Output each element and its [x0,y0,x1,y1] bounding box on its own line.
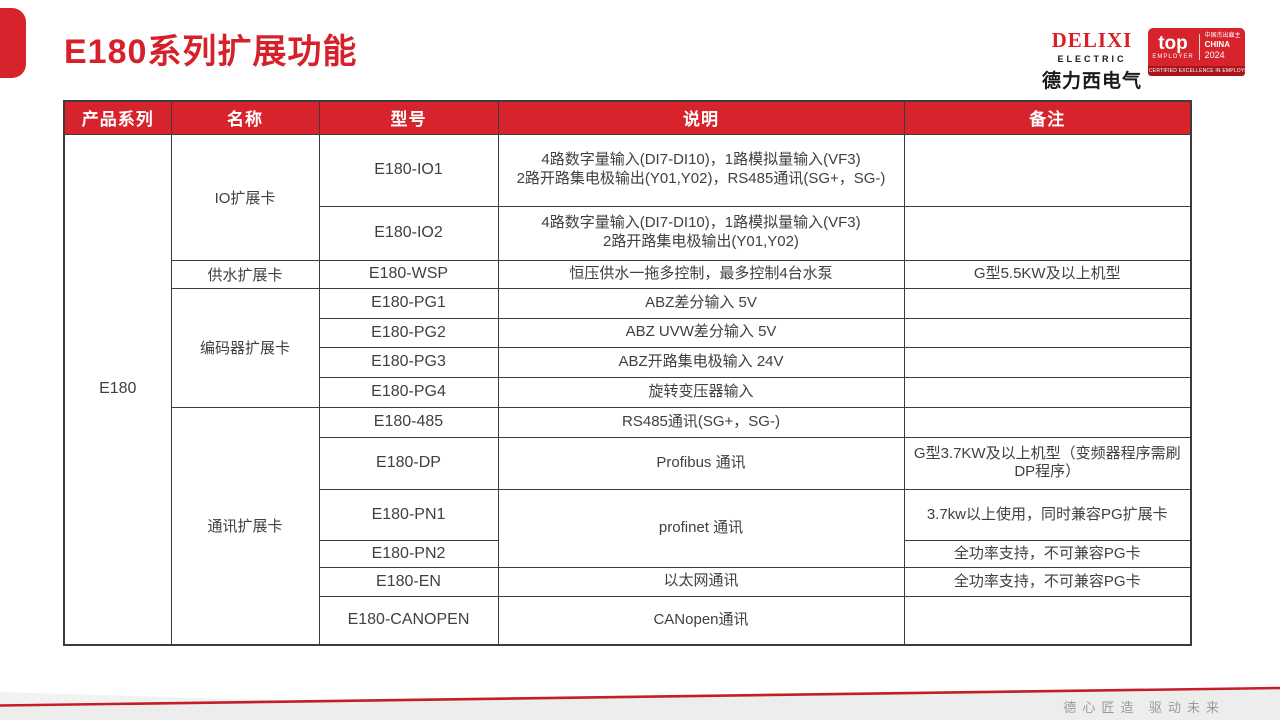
desc-cell: 以太网通讯 [497,566,905,597]
table-row: E180-PN1 profinet 通讯 3.7kw以上使用，同时兼容PG扩展卡 [64,488,1192,568]
desc-cell: ABZ差分输入 5V [497,287,905,319]
model-cell: E180-WSP [318,259,499,289]
desc-cell: RS485通讯(SG+，SG-) [497,406,905,438]
desc-cell: profinet 通讯 [497,488,905,568]
footer-swoosh-graphic [0,686,1280,720]
model-cell: E180-PG3 [318,346,499,378]
top-employer-banner-text: CERTIFIED EXCELLENCE IN EMPLOYEE CONDITI… [1148,66,1245,76]
model-cell: E180-EN [318,566,499,597]
desc-cell: Profibus 通讯 [497,436,905,490]
model-cell: E180-485 [318,406,499,438]
title-accent-bar [0,8,26,78]
desc-cell: ABZ UVW差分输入 5V [497,317,905,348]
table-row: E180-PG2 ABZ UVW差分输入 5V [64,317,1192,348]
desc-cell: 恒压供水一拖多控制，最多控制4台水泵 [497,259,905,289]
header-note: 备注 [903,100,1192,135]
header-product-series: 产品系列 [63,100,172,135]
note-cell [903,205,1192,261]
note-cell: 全功率支持，不可兼容PG卡 [903,539,1192,568]
top-employer-cn-text: 中国杰出雇主 [1204,32,1241,39]
header-model: 型号 [318,100,499,135]
header-name: 名称 [170,100,320,135]
note-cell [903,317,1192,348]
note-cell: G型3.7KW及以上机型（变频器程序需刷DP程序） [903,436,1192,490]
note-cell [903,346,1192,378]
top-employer-top-text: top [1158,33,1188,54]
desc-cell: 旋转变压器输入 [497,376,905,408]
table-row: 供水扩展卡 E180-WSP 恒压供水一拖多控制，最多控制4台水泵 G型5.5K… [64,259,1192,289]
note-cell [903,376,1192,408]
table-row: E180-DP Profibus 通讯 G型3.7KW及以上机型（变频器程序需刷… [64,436,1192,490]
top-employer-badge: top EMPLOYER 中国杰出雇主 CHINA 2024 CERTIFIED… [1148,28,1245,76]
delixi-chinese-name: 德力西电气 [1042,71,1143,92]
top-employer-left: top EMPLOYER [1152,34,1198,60]
desc-cell: 4路数字量输入(DI7-DI10)，1路模拟量输入(VF3) 2路开路集电极输出… [497,205,905,261]
model-cell: E180-DP [318,436,499,490]
note-cell [903,595,1192,646]
top-employer-country-text: CHINA [1204,40,1230,50]
model-cell: E180-IO2 [318,205,499,261]
delixi-logo: DELIXI ELECTRIC 德力西电气 [1042,28,1142,93]
header-description: 说明 [497,100,905,135]
table-row: E180-PG4 旋转变压器输入 [64,376,1192,408]
model-cell: E180-PG4 [318,376,499,408]
series-cell: E180 [63,133,172,646]
header-row: 产品系列 名称 型号 说明 备注 [63,100,1192,135]
group-cell-encoder: 编码器扩展卡 [170,287,320,408]
delixi-wordmark: DELIXI [1051,28,1133,52]
footer-slogan: 德心匠造 驱动未来 [1063,700,1225,715]
desc-cell: ABZ开路集电极输入 24V [497,346,905,378]
model-cell: E180-PG2 [318,317,499,348]
note-cell: 全功率支持，不可兼容PG卡 [903,566,1192,597]
page-title: E180系列扩展功能 [64,33,358,71]
top-employer-badge-main: top EMPLOYER 中国杰出雇主 CHINA 2024 [1148,28,1245,66]
model-cell: E180-IO1 [318,133,499,207]
table-row: E180-CANOPEN CANopen通讯 [64,595,1192,646]
note-cell: G型5.5KW及以上机型 [903,259,1192,289]
note-cell [903,406,1192,438]
top-employer-right: 中国杰出雇主 CHINA 2024 [1200,33,1241,62]
model-cell: E180-PN2 [318,539,499,568]
spec-table: 产品系列 名称 型号 说明 备注 E180 IO扩展卡 E180-IO1 4路数… [63,100,1192,646]
table-row: 通讯扩展卡 E180-485 RS485通讯(SG+，SG-) [64,406,1192,646]
badge-divider [1198,34,1200,60]
desc-cell: CANopen通讯 [497,595,905,646]
table-row: 编码器扩展卡 E180-PG1 ABZ差分输入 5V [64,287,1192,408]
top-employer-employer-text: EMPLOYER [1152,54,1194,60]
model-cell: E180-CANOPEN [318,595,499,646]
group-cell-water: 供水扩展卡 [170,259,320,289]
table-row: E180-PN2 全功率支持，不可兼容PG卡 [64,539,1192,568]
delixi-electric-label: ELECTRIC [1057,54,1127,64]
model-cell: E180-PN1 [318,488,499,541]
model-cell: E180-PG1 [318,287,499,319]
desc-cell: 4路数字量输入(DI7-DI10)，1路模拟量输入(VF3) 2路开路集电极输出… [497,133,905,207]
table-row: E180 IO扩展卡 E180-IO1 4路数字量输入(DI7-DI10)，1路… [63,133,1192,646]
table-row: E180-IO2 4路数字量输入(DI7-DI10)，1路模拟量输入(VF3) … [64,205,1192,261]
group-cell-comm: 通讯扩展卡 [170,406,320,646]
note-cell [903,287,1192,319]
note-cell [903,133,1192,207]
table-row: E180-EN 以太网通讯 全功率支持，不可兼容PG卡 [64,566,1192,597]
top-employer-year-text: 2024 [1204,50,1225,61]
group-cell-io: IO扩展卡 [170,133,320,261]
note-cell: 3.7kw以上使用，同时兼容PG扩展卡 [903,488,1192,541]
